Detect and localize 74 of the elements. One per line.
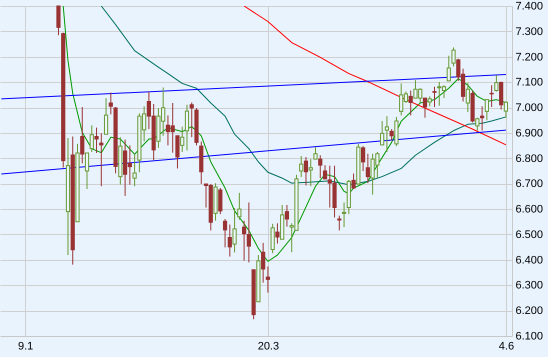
candlestick bbox=[313, 146, 318, 160]
y-tick-label: 6.700 bbox=[516, 178, 544, 190]
candlestick bbox=[180, 126, 184, 152]
candlestick bbox=[218, 188, 222, 215]
candlestick bbox=[466, 82, 470, 113]
candlestick bbox=[304, 156, 308, 186]
candlestick bbox=[84, 152, 90, 190]
candlestick bbox=[232, 208, 237, 253]
candlestick bbox=[342, 202, 346, 228]
candlestick bbox=[190, 102, 194, 138]
candlestick bbox=[284, 204, 290, 228]
candlestick bbox=[446, 55, 451, 82]
y-tick-label: 7.200 bbox=[516, 51, 544, 64]
candlestick bbox=[480, 106, 484, 132]
line-series bbox=[62, 6, 506, 262]
candlestick bbox=[94, 127, 99, 154]
candlestick bbox=[275, 222, 280, 244]
x-tick-label: 4.6 bbox=[498, 340, 514, 352]
candlestick bbox=[270, 223, 275, 254]
candlestick bbox=[394, 116, 399, 147]
y-tick-label: 6.600 bbox=[516, 204, 544, 216]
y-tick-label: 7.400 bbox=[516, 0, 544, 12]
y-tick-label: 6.100 bbox=[516, 330, 544, 342]
candlestick bbox=[237, 192, 242, 220]
candlestick bbox=[261, 242, 266, 284]
candlestick bbox=[408, 90, 413, 116]
x-tick-label: 20.3 bbox=[258, 340, 280, 352]
candlestick bbox=[390, 128, 394, 142]
candlestick bbox=[351, 173, 356, 190]
candlestick bbox=[175, 135, 180, 169]
y-tick-label: 6.800 bbox=[516, 152, 544, 165]
candlestick bbox=[299, 156, 304, 178]
candlestick bbox=[184, 104, 190, 151]
candlestick bbox=[361, 146, 366, 172]
candlestick bbox=[222, 218, 228, 248]
candlestick bbox=[432, 86, 437, 108]
y-tick-label: 6.300 bbox=[516, 280, 544, 292]
candlestick bbox=[108, 92, 113, 115]
candlestick bbox=[99, 132, 104, 187]
y-tick-label: 6.500 bbox=[516, 228, 544, 241]
candlestick bbox=[428, 96, 432, 107]
candlestick bbox=[80, 106, 84, 164]
candlestick bbox=[422, 98, 428, 118]
line-series bbox=[100, 6, 506, 186]
line-series bbox=[244, 6, 506, 146]
y-tick-label: 6.400 bbox=[516, 254, 544, 266]
candlestick bbox=[242, 220, 246, 262]
candlestick bbox=[451, 46, 456, 67]
candlestick bbox=[90, 124, 94, 152]
candlestick bbox=[308, 158, 313, 187]
y-tick-label: 6.900 bbox=[516, 127, 544, 140]
y-tick-label: 6.200 bbox=[516, 305, 544, 318]
candlestick bbox=[322, 164, 328, 180]
candlestick bbox=[384, 116, 390, 152]
candlestick bbox=[475, 117, 480, 132]
x-tick-label: 9.1 bbox=[18, 340, 34, 352]
candlestick bbox=[266, 266, 270, 294]
y-tick-label: 7.100 bbox=[516, 76, 544, 89]
y-tick-label: 7.000 bbox=[516, 102, 544, 114]
candlestick bbox=[504, 100, 508, 118]
candlestick bbox=[246, 202, 251, 263]
candlestick bbox=[132, 153, 137, 187]
candlestick bbox=[494, 74, 498, 92]
candlestick bbox=[499, 81, 504, 110]
candlestick bbox=[337, 215, 342, 231]
candlestick bbox=[484, 99, 489, 121]
y-tick-label: 7.300 bbox=[516, 26, 544, 38]
candlestick bbox=[490, 84, 494, 108]
candlestick bbox=[228, 224, 232, 258]
candlestick bbox=[380, 120, 384, 146]
candlestick bbox=[366, 153, 370, 184]
candlestick bbox=[104, 98, 108, 135]
candlestick bbox=[56, 6, 61, 36]
candlestick bbox=[318, 154, 322, 179]
